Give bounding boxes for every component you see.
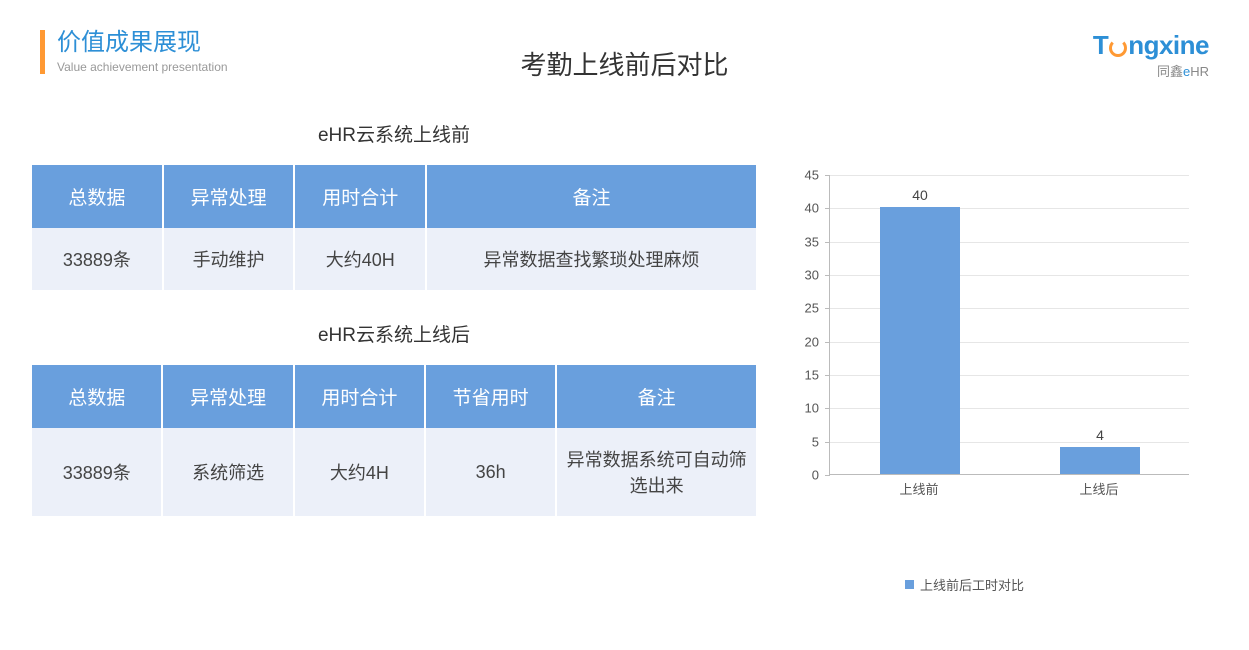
table-header-cell: 总数据 [32, 165, 162, 228]
table-header-cell: 异常处理 [163, 365, 292, 428]
table-header-cell: 总数据 [32, 365, 161, 428]
y-tick-mark [825, 442, 830, 443]
table-header-cell: 备注 [557, 365, 756, 428]
table-cell: 大约4H [295, 428, 424, 516]
chart-panel: 051015202530354045 404 上线前上线后 上线前后工时对比 [785, 175, 1215, 495]
y-tick-mark [825, 408, 830, 409]
table-header-cell: 用时合计 [295, 365, 424, 428]
table-before-title: eHR云系统上线前 [30, 120, 758, 147]
bar-chart: 051015202530354045 404 上线前上线后 [785, 175, 1205, 495]
y-tick-mark [825, 175, 830, 176]
y-tick-label: 40 [805, 201, 819, 216]
chart-y-axis: 051015202530354045 [785, 175, 825, 475]
logo-sub-suffix: HR [1190, 64, 1209, 79]
chart-plot: 40 4 [829, 175, 1189, 475]
table-row: 33889条手动维护大约40H异常数据查找繁琐处理麻烦 [32, 228, 756, 290]
bar-value-label: 40 [880, 187, 960, 203]
chart-bar: 4 [1060, 447, 1140, 474]
table-after: 总数据异常处理用时合计节省用时备注33889条系统筛选大约4H36h异常数据系统… [30, 365, 758, 516]
table-header-cell: 备注 [427, 165, 756, 228]
logo-text-prefix: T [1093, 30, 1108, 61]
table-cell: 异常数据系统可自动筛选出来 [557, 428, 756, 516]
legend-swatch [905, 580, 914, 589]
page-title: 考勤上线前后对比 [0, 45, 1249, 82]
y-tick-mark [825, 475, 830, 476]
y-tick-label: 0 [812, 468, 819, 483]
y-tick-mark [825, 275, 830, 276]
logo-text-mid: ngxine [1128, 30, 1209, 61]
y-tick-label: 35 [805, 234, 819, 249]
y-tick-label: 25 [805, 301, 819, 316]
y-tick-label: 15 [805, 368, 819, 383]
brand-logo: T ngxine 同鑫eHR [1093, 30, 1209, 80]
y-tick-label: 45 [805, 168, 819, 183]
y-tick-mark [825, 208, 830, 209]
table-header-cell: 用时合计 [295, 165, 425, 228]
y-tick-label: 5 [812, 434, 819, 449]
table-cell: 手动维护 [164, 228, 294, 290]
table-cell: 33889条 [32, 228, 162, 290]
y-tick-label: 10 [805, 401, 819, 416]
brand-logo-main: T ngxine [1093, 30, 1209, 61]
table-cell: 异常数据查找繁琐处理麻烦 [427, 228, 756, 290]
logo-o-icon [1109, 39, 1127, 57]
chart-bar: 40 [880, 207, 960, 474]
y-tick-label: 20 [805, 334, 819, 349]
bar-value-label: 4 [1060, 427, 1140, 443]
table-cell: 36h [426, 428, 555, 516]
tables-panel: eHR云系统上线前 总数据异常处理用时合计备注33889条手动维护大约40H异常… [30, 120, 758, 546]
table-row: 33889条系统筛选大约4H36h异常数据系统可自动筛选出来 [32, 428, 756, 516]
table-cell: 33889条 [32, 428, 161, 516]
table-header-cell: 异常处理 [164, 165, 294, 228]
chart-legend: 上线前后工时对比 [905, 575, 1024, 594]
table-cell: 系统筛选 [163, 428, 292, 516]
y-tick-mark [825, 375, 830, 376]
table-header-cell: 节省用时 [426, 365, 555, 428]
x-category-label: 上线前 [829, 479, 1009, 498]
y-tick-mark [825, 342, 830, 343]
chart-x-labels: 上线前上线后 [829, 479, 1189, 498]
y-tick-mark [825, 242, 830, 243]
y-tick-mark [825, 308, 830, 309]
x-category-label: 上线后 [1009, 479, 1189, 498]
legend-label: 上线前后工时对比 [920, 575, 1024, 594]
grid-line [830, 175, 1189, 176]
table-before: 总数据异常处理用时合计备注33889条手动维护大约40H异常数据查找繁琐处理麻烦 [30, 165, 758, 290]
logo-sub-prefix: 同鑫 [1157, 64, 1183, 79]
table-after-title: eHR云系统上线后 [30, 320, 758, 347]
brand-logo-sub: 同鑫eHR [1093, 61, 1209, 80]
table-cell: 大约40H [295, 228, 425, 290]
y-tick-label: 30 [805, 268, 819, 283]
